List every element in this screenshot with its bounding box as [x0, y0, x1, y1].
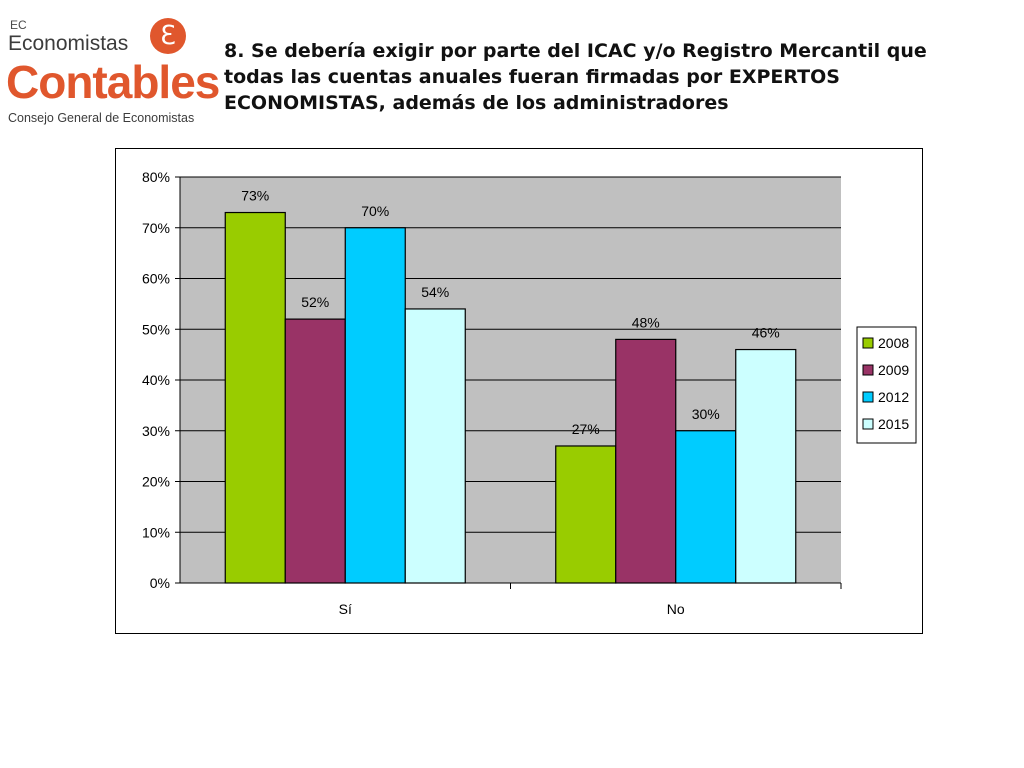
- legend-swatch-2012: [862, 391, 874, 403]
- page-title: 8. Se debería exigir por parte del ICAC …: [224, 40, 927, 114]
- logo-top-text: EC: [10, 18, 27, 32]
- y-tick-label: 30%: [142, 423, 170, 439]
- y-tick-label: 20%: [142, 474, 170, 490]
- bar-2008-no: [555, 445, 617, 584]
- legend-label-2012: 2012: [878, 389, 909, 405]
- bar-2008-si: [224, 211, 286, 584]
- bar-2009-si: [284, 318, 346, 584]
- data-label: 73%: [241, 188, 269, 204]
- bar-2015-si: [404, 308, 466, 584]
- data-label: 52%: [301, 294, 329, 310]
- logo-mark-icon: ℇ: [150, 18, 186, 54]
- data-label: 46%: [752, 325, 780, 341]
- data-label: 27%: [572, 421, 600, 437]
- logo: EC Economistas Contables Consejo General…: [6, 18, 220, 125]
- data-label: 70%: [361, 203, 389, 219]
- y-tick-label: 70%: [142, 220, 170, 236]
- y-tick-label: 0%: [150, 575, 170, 591]
- logo-line-contables: Contables: [6, 56, 220, 108]
- y-tick-label: 80%: [142, 169, 170, 185]
- y-tick-label: 50%: [142, 321, 170, 337]
- chart-frame: 0% 10% 20% 30% 40% 50% 60% 70% 80% 73% 52% 70% 54% Sí…: [115, 148, 923, 634]
- legend-label-2008: 2008: [878, 335, 909, 351]
- legend-swatch-2015: [862, 418, 874, 430]
- legend-swatch-2008: [862, 337, 874, 349]
- legend-label-2015: 2015: [878, 416, 909, 432]
- data-label: 48%: [632, 314, 660, 330]
- y-tick-label: 60%: [142, 271, 170, 287]
- data-label: 54%: [421, 284, 449, 300]
- legend-swatch-2009: [862, 364, 874, 376]
- logo-line-consejo: Consejo General de Economistas: [8, 111, 195, 125]
- data-label: 30%: [692, 406, 720, 422]
- bar-chart: 0% 10% 20% 30% 40% 50% 60% 70% 80% 73% 52% 70% 54% Sí…: [142, 169, 917, 617]
- logo-line-economistas: Economistas: [8, 32, 129, 55]
- x-tick-label: Sí: [339, 601, 352, 617]
- y-tick-label: 40%: [142, 372, 170, 388]
- bar-2012-no: [675, 430, 737, 584]
- x-tick-label: No: [667, 601, 685, 617]
- legend-label-2009: 2009: [878, 362, 909, 378]
- y-tick-label: 10%: [142, 524, 170, 540]
- bar-2009-no: [615, 338, 677, 584]
- bar-2015-no: [735, 348, 797, 584]
- bar-2012-si: [344, 227, 406, 584]
